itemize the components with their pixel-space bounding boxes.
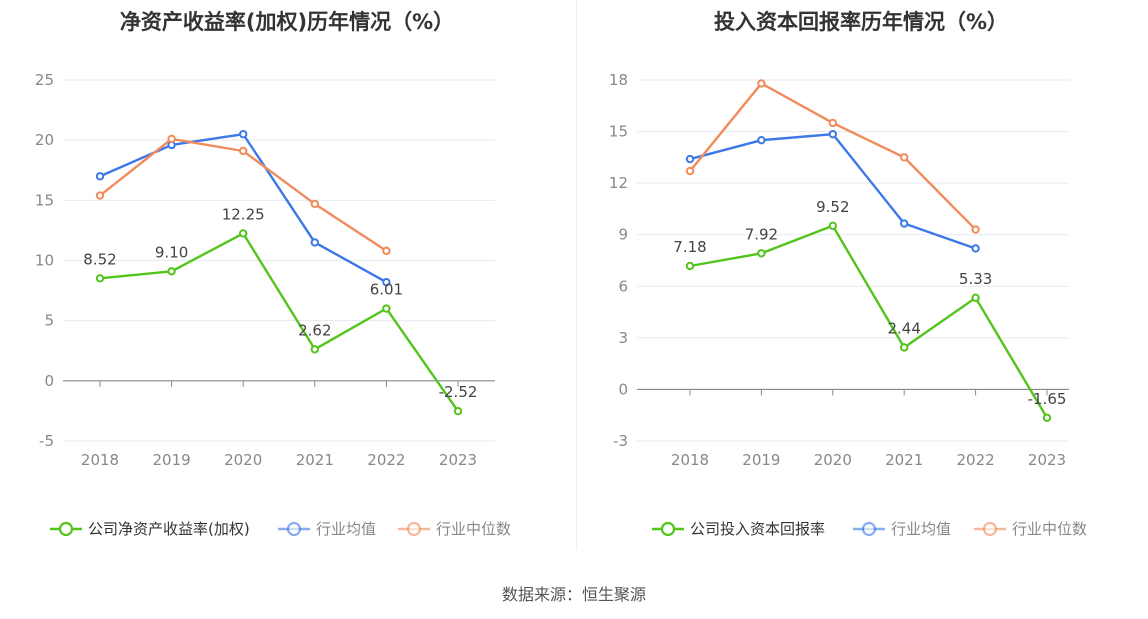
data-label: 6.01 (370, 281, 403, 299)
data-point (685, 261, 695, 271)
y-tick-label: -5 (39, 432, 54, 450)
data-point (757, 79, 766, 88)
data-point (239, 146, 248, 156)
y-tick-label: 20 (35, 131, 54, 149)
data-point (971, 225, 980, 234)
y-tick-label: 9 (618, 226, 628, 244)
data-point (900, 219, 909, 228)
data-point (971, 244, 980, 253)
legend-marker (58, 521, 74, 537)
x-tick-label: 2019 (742, 451, 780, 469)
series-line (689, 224, 1049, 419)
series-line (689, 132, 976, 250)
x-tick-label: 2023 (439, 451, 477, 469)
data-point (685, 166, 695, 176)
legend-label: 公司净资产收益率(加权) (88, 520, 250, 538)
data-label: 8.52 (83, 250, 116, 268)
data-point (453, 406, 463, 416)
data-source-note: 数据来源：恒生聚源 (501, 585, 646, 604)
data-point (239, 129, 248, 139)
x-tick-label: 2023 (1028, 451, 1066, 469)
data-label: 5.33 (959, 270, 992, 288)
data-point (757, 249, 766, 258)
y-tick-label: -3 (613, 432, 628, 450)
legend-marker (982, 521, 998, 537)
x-tick-label: 2022 (957, 451, 995, 469)
data-label: -1.65 (1028, 390, 1067, 408)
roe-chart-title: 净资产收益率(加权)历年情况（%） (119, 10, 455, 34)
data-point (900, 153, 909, 162)
data-point (685, 154, 695, 164)
legend-label: 行业中位数 (1012, 520, 1087, 538)
roe-chart-panel: 净资产收益率(加权)历年情况（%） -5 0 5 10 15 20 25 2018 2019 20… (0, 0, 574, 560)
y-tick-label: 6 (618, 277, 628, 295)
data-point (382, 304, 391, 313)
data-point (167, 267, 176, 276)
y-tick-label: 5 (44, 312, 54, 330)
x-tick-label: 2018 (671, 451, 709, 469)
panel-divider (576, 0, 577, 550)
legend-marker (286, 521, 302, 537)
y-tick-label: 25 (35, 71, 54, 89)
data-point (828, 129, 837, 139)
x-tick-label: 2021 (296, 451, 334, 469)
data-point (828, 118, 837, 128)
data-point (239, 229, 248, 238)
data-point (757, 135, 766, 145)
roic-chart-title: 投入资本回报率历年情况（%） (713, 10, 1009, 34)
legend-label: 公司投入资本回报率 (690, 520, 825, 538)
series-line (99, 232, 459, 412)
data-label: 12.25 (222, 205, 265, 223)
data-label: 9.52 (816, 198, 849, 216)
data-point (1042, 413, 1052, 422)
data-label: 2.44 (887, 319, 920, 337)
x-tick-label: 2021 (885, 451, 923, 469)
x-tick-label: 2018 (81, 451, 119, 469)
y-tick-label: 12 (609, 174, 628, 192)
legend-marker (861, 521, 877, 537)
data-label: 9.10 (155, 243, 188, 261)
data-point (167, 134, 176, 144)
roe-line-chart: -5 0 5 10 15 20 25 2018 2019 2020 2021 2022 2023 8.52… (35, 71, 511, 538)
data-point (971, 293, 980, 303)
data-point (95, 172, 105, 181)
y-tick-label: 3 (618, 329, 628, 347)
y-tick-label: 18 (609, 71, 628, 89)
data-point (828, 221, 837, 230)
legend-label: 行业中位数 (436, 520, 511, 538)
data-point (382, 246, 391, 256)
data-label: 7.18 (673, 238, 706, 256)
data-point (95, 191, 105, 200)
data-point (310, 238, 319, 247)
data-label: -2.52 (439, 383, 478, 401)
data-point (382, 277, 391, 287)
x-tick-label: 2020 (814, 451, 852, 469)
legend-label: 行业均值 (316, 520, 376, 538)
data-point (310, 345, 319, 354)
y-tick-label: 0 (618, 380, 628, 398)
data-point (310, 199, 319, 209)
y-tick-label: 0 (44, 372, 54, 390)
y-tick-label: 10 (35, 252, 54, 270)
data-label: 7.92 (745, 225, 778, 243)
x-tick-label: 2019 (153, 451, 191, 469)
data-label: 2.62 (298, 321, 331, 339)
x-tick-label: 2020 (224, 451, 262, 469)
roic-chart-panel: 投入资本回报率历年情况（%） -3 0 3 6 9 12 15 18 2018 2019 2020 2… (574, 0, 1148, 560)
y-tick-label: 15 (609, 123, 628, 141)
legend-marker (660, 521, 676, 537)
data-point (95, 274, 105, 283)
y-tick-label: 15 (35, 191, 54, 209)
legend-marker (406, 521, 422, 537)
data-point (900, 343, 909, 352)
legend-label: 行业均值 (891, 520, 951, 538)
x-tick-label: 2022 (367, 451, 405, 469)
roic-line-chart: -3 0 3 6 9 12 15 18 2018 2019 2020 2021 2022 2023 7.18… (609, 71, 1087, 538)
